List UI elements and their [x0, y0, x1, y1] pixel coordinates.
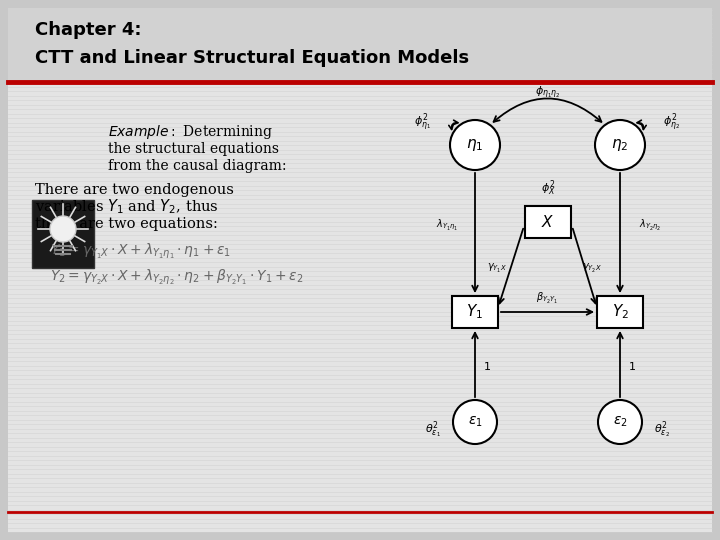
FancyArrowPatch shape: [494, 98, 601, 122]
Bar: [525, 206, 571, 238]
Text: $X$: $X$: [541, 214, 554, 230]
Bar: [32, 200, 94, 268]
FancyArrowPatch shape: [449, 120, 458, 130]
Text: 1: 1: [629, 362, 636, 372]
Text: $\phi_{\eta_1\eta_2}$: $\phi_{\eta_1\eta_2}$: [535, 85, 560, 101]
Text: there are two equations:: there are two equations:: [35, 217, 218, 231]
Text: $Y_1 = \gamma_{Y_1 X} \cdot X + \lambda_{Y_1 \eta_1} \cdot \eta_1 + \varepsilon_: $Y_1 = \gamma_{Y_1 X} \cdot X + \lambda_…: [50, 241, 231, 261]
Text: $\phi^2_{\eta_1}$: $\phi^2_{\eta_1}$: [415, 112, 431, 134]
Text: from the causal diagram:: from the causal diagram:: [108, 159, 287, 173]
Text: $\phi^2_{\eta_2}$: $\phi^2_{\eta_2}$: [663, 112, 680, 134]
Text: $\theta^2_{\varepsilon_1}$: $\theta^2_{\varepsilon_1}$: [425, 420, 441, 441]
Text: There are two endogenous: There are two endogenous: [35, 183, 234, 197]
Text: $Y_1$: $Y_1$: [467, 302, 484, 321]
Text: $\eta_1$: $\eta_1$: [467, 137, 484, 153]
Text: variables $Y_1$ and $Y_2$, thus: variables $Y_1$ and $Y_2$, thus: [35, 198, 219, 217]
Circle shape: [453, 400, 497, 444]
Text: $\beta_{Y_2 Y_1}$: $\beta_{Y_2 Y_1}$: [536, 291, 559, 306]
Text: $\lambda_{Y_1\eta_1}$: $\lambda_{Y_1\eta_1}$: [436, 217, 458, 232]
Text: $\phi^2_X$: $\phi^2_X$: [541, 178, 555, 198]
Circle shape: [50, 216, 76, 242]
FancyArrowPatch shape: [637, 120, 647, 130]
Bar: [8, 8, 712, 82]
Circle shape: [598, 400, 642, 444]
Text: Chapter 4:: Chapter 4:: [35, 21, 142, 39]
Text: $Y_2$: $Y_2$: [611, 302, 629, 321]
Bar: [597, 296, 643, 328]
Text: the structural equations: the structural equations: [108, 142, 279, 156]
Circle shape: [450, 120, 500, 170]
Text: $Y_2 = \gamma_{Y_2 X} \cdot X + \lambda_{Y_2 \eta_2} \cdot \eta_2 + \beta_{Y_2 Y: $Y_2 = \gamma_{Y_2 X} \cdot X + \lambda_…: [50, 267, 303, 287]
Circle shape: [595, 120, 645, 170]
Text: $\varepsilon_1$: $\varepsilon_1$: [467, 415, 482, 429]
Text: $\lambda_{Y_2\eta_2}$: $\lambda_{Y_2\eta_2}$: [639, 217, 661, 232]
Text: $\theta^2_{\varepsilon_2}$: $\theta^2_{\varepsilon_2}$: [654, 420, 670, 441]
Text: $\it{Example:}$ Determining: $\it{Example:}$ Determining: [108, 123, 273, 141]
Bar: [452, 296, 498, 328]
Text: $\eta_2$: $\eta_2$: [611, 137, 629, 153]
Text: 1: 1: [484, 362, 490, 372]
Text: $\varepsilon_2$: $\varepsilon_2$: [613, 415, 627, 429]
Text: CTT and Linear Structural Equation Models: CTT and Linear Structural Equation Model…: [35, 49, 469, 67]
Text: $\gamma_{Y_2 X}$: $\gamma_{Y_2 X}$: [582, 261, 602, 274]
Text: $\gamma_{Y_1 X}$: $\gamma_{Y_1 X}$: [487, 261, 507, 274]
